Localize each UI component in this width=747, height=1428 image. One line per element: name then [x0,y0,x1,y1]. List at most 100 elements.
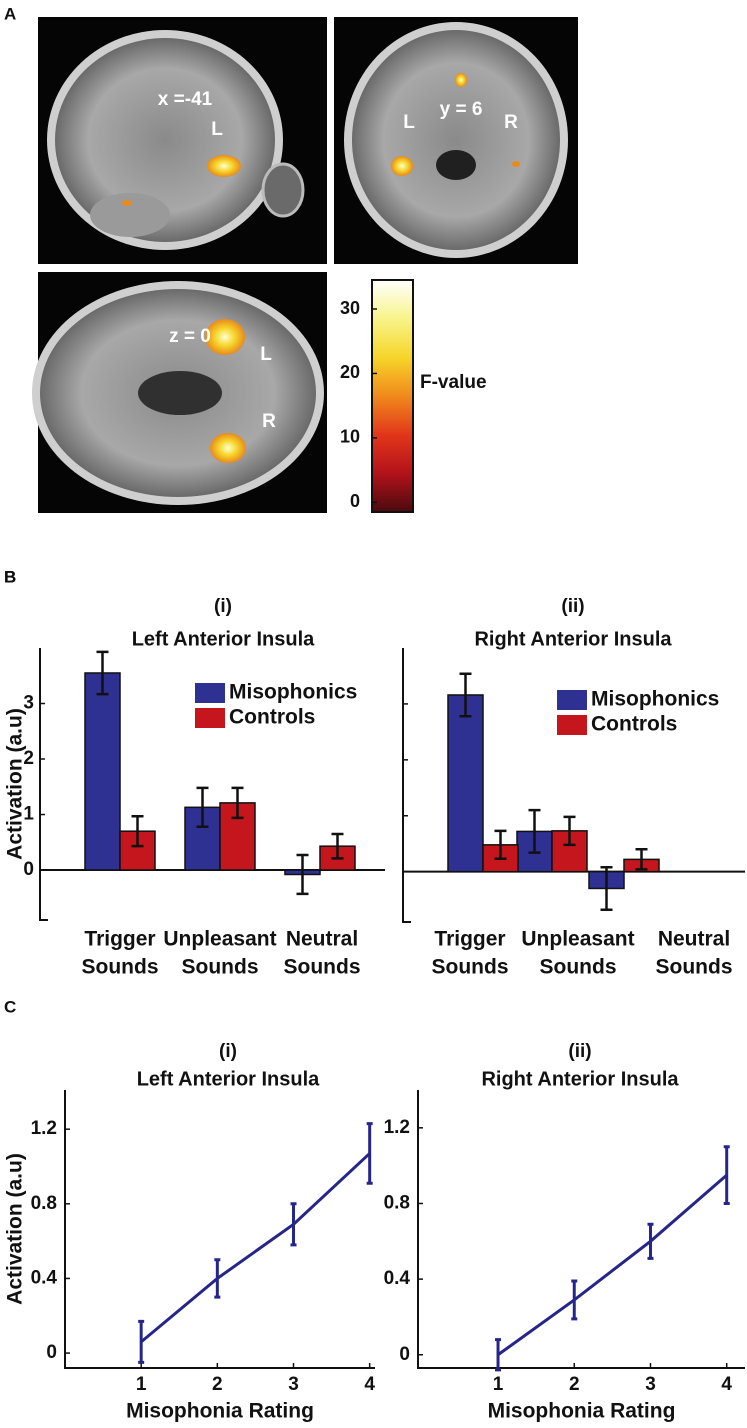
bar [447,694,484,873]
y-tick-label: 1.2 [384,1117,410,1138]
error-bar [494,829,507,861]
panel-label: B [4,567,16,586]
image-annotation: L [403,112,415,133]
x-tick-label: 3 [645,1374,656,1395]
chart-title: Right Anterior Insula [474,628,672,650]
legend-swatch [557,715,587,735]
error-bar [296,853,309,896]
brain-axial [32,272,327,513]
legend-swatch [195,683,225,703]
panel-label: C [4,997,16,1016]
chart-subtitle: (i) [214,596,232,617]
chart-subtitle: (ii) [568,1041,591,1062]
panel-label: B [4,567,16,586]
chart-title: Right Anterior Insula [481,1068,679,1090]
image-annotation: y = 6 [440,99,483,120]
y-tick-label: 2 [23,748,34,769]
legend-label: Controls [591,713,677,736]
error-bar [600,865,613,911]
x-tick-label: Sounds [540,956,617,979]
image-annotation: L [260,344,272,365]
x-tick-label: Unpleasant [521,928,634,951]
error-bar [196,786,209,828]
x-tick-label: 1 [493,1374,504,1395]
legend-label: Misophonics [591,688,719,711]
x-tick-label: 1 [136,1374,147,1395]
error-bar [647,1222,654,1260]
x-tick-label: Trigger [84,928,155,951]
error-bar [495,1338,502,1372]
line [140,1152,371,1344]
x-tick-label: Sounds [432,956,509,979]
brain-coronal [334,17,578,264]
legend-label: Controls [229,706,315,729]
line [497,1173,728,1356]
chart-title: Left Anterior Insula [132,628,315,650]
image-annotation: L [211,119,223,140]
image-annotation: R [262,411,276,432]
error-bar [366,1122,373,1185]
chart-title: Left Anterior Insula [137,1068,320,1090]
error-bar [138,1319,145,1364]
x-tick-label: Neutral [658,928,730,951]
y-tick-label: 1 [23,804,34,825]
y-tick-label: 1.2 [31,1118,57,1139]
x-axis-label: Misophonia Rating [488,1400,676,1423]
legend-swatch [195,708,225,728]
panel-label: A [4,4,16,23]
y-tick-label: 0 [399,1344,410,1365]
x-tick-label: 2 [569,1374,580,1395]
error-bar [96,650,109,696]
y-tick-label: 0 [23,859,34,880]
error-bar [528,808,541,854]
x-tick-label: 3 [288,1374,299,1395]
error-bar [331,832,344,860]
x-tick-label: 2 [212,1374,223,1395]
error-bar [290,1202,297,1247]
x-tick-label: Sounds [284,956,361,979]
legend-label: Misophonics [229,681,357,704]
y-tick-label: 0 [46,1342,57,1363]
error-bar [563,815,576,847]
brain-sagittal [38,17,327,264]
error-bar [459,672,472,718]
chart-subtitle: (i) [219,1041,237,1062]
axis [417,1090,745,1369]
y-axis-label: Activation (a.u) [4,708,27,860]
colorbar-tick-label: 0 [350,491,360,511]
error-bar [635,848,648,871]
error-bar [723,1145,730,1205]
colorbar-tick-label: 10 [340,427,360,447]
error-bar [131,814,144,848]
x-tick-label: Neutral [286,928,358,951]
image-annotation: z = 0 [169,326,211,347]
y-tick-label: 3 [23,693,34,714]
x-axis-label: Misophonia Rating [126,1400,314,1423]
bar [84,672,121,871]
x-tick-label: Sounds [182,956,259,979]
colorbar [371,279,414,513]
x-tick-label: 4 [364,1374,375,1395]
y-tick-label: 0.4 [31,1267,58,1288]
x-tick-label: 4 [721,1374,732,1395]
error-bar [231,786,244,820]
y-axis-label: Activation (a.u) [4,1153,27,1305]
x-tick-label: Unpleasant [163,928,276,951]
colorbar-tick-label: 20 [340,362,360,382]
y-tick-label: 0.4 [384,1268,411,1289]
image-annotation: R [504,112,518,133]
axis [402,648,411,923]
legend-swatch [557,690,587,710]
x-tick-label: Trigger [434,928,505,951]
axis [64,1090,375,1369]
chart-subtitle: (ii) [561,596,584,617]
x-tick-label: Sounds [656,956,733,979]
error-bar [214,1258,221,1299]
colorbar-tick-label: 30 [340,298,360,318]
colorbar-label: F-value [420,372,487,393]
error-bar [571,1279,578,1321]
y-tick-label: 0.8 [31,1193,57,1214]
y-tick-label: 0.8 [384,1192,410,1213]
x-tick-label: Sounds [82,956,159,979]
